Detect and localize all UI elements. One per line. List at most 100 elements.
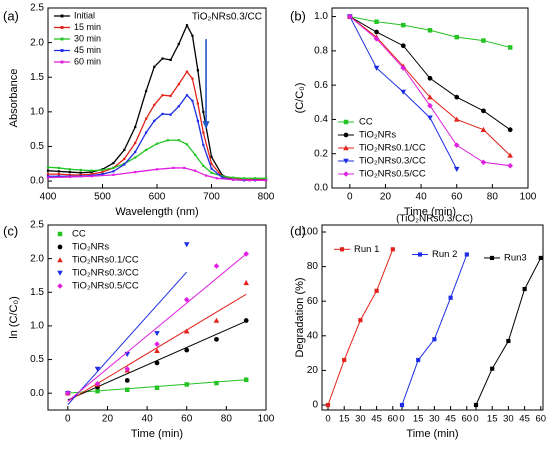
data-point (94, 380, 101, 387)
legend-label: TiO₂NRs0.1/CC (359, 143, 426, 154)
data-point (464, 252, 469, 257)
data-point (202, 110, 205, 113)
legend-label: Initial (74, 10, 95, 20)
data-point (177, 105, 180, 108)
legend-marker (339, 247, 345, 252)
data-point (243, 377, 249, 382)
legend-marker (343, 171, 349, 177)
y-axis-label: Degradation (%) (294, 277, 306, 357)
data-point (507, 127, 513, 133)
data-point (154, 360, 160, 366)
y-tick-label: 0.0 (30, 388, 44, 399)
data-point (401, 22, 406, 28)
legend-label: TiO₂NRs0.3/CC (72, 268, 139, 279)
data-point (79, 173, 82, 176)
legend-marker (60, 14, 64, 18)
legend-marker (60, 49, 64, 52)
chart-panel-a: (a) 400 500 600 700 800 0.0 0.5 1.0 1.5 2.0 2.5 Wave… (3, 3, 275, 218)
data-point (213, 263, 220, 269)
data-point (522, 287, 527, 292)
data-point (46, 176, 50, 179)
data-point (169, 113, 172, 116)
data-point (221, 175, 224, 178)
panel-label: (c) (3, 223, 18, 238)
data-point (153, 119, 156, 122)
annotation: (TiO₂NRs0.3/CC) (396, 214, 473, 225)
x-tick-label: 100 (520, 192, 537, 203)
data-point (144, 89, 148, 93)
data-point (169, 94, 172, 98)
data-point (68, 175, 71, 179)
x-tick-label: 45 (371, 414, 382, 425)
data-point (243, 251, 249, 257)
data-point (79, 168, 82, 172)
data-point (134, 170, 137, 174)
data-point (183, 296, 190, 303)
legend-label: Run3 (504, 252, 527, 263)
data-point (155, 142, 159, 145)
x-axis-label: Time (min) (404, 206, 456, 218)
data-point (390, 247, 395, 252)
data-point (453, 116, 460, 122)
data-point (177, 83, 180, 86)
data-point (134, 141, 137, 145)
data-point (191, 99, 194, 102)
data-point (101, 168, 104, 172)
legend-label: 15 min (74, 22, 101, 32)
x-tick-label: 15 (339, 414, 350, 425)
x-tick-label: 60 (388, 414, 399, 425)
legend-marker (60, 37, 64, 41)
data-point (46, 166, 50, 169)
data-point (184, 347, 190, 353)
data-point (481, 108, 486, 114)
data-point (46, 173, 50, 176)
data-point (373, 36, 380, 42)
data-point (177, 42, 180, 46)
data-point (68, 173, 71, 176)
data-point (400, 65, 407, 71)
data-point (134, 156, 137, 159)
data-point (169, 58, 172, 62)
data-point (453, 166, 460, 172)
legend-marker (57, 244, 63, 250)
data-point (448, 295, 453, 300)
legend-marker (60, 60, 64, 64)
legend-marker (343, 132, 349, 138)
data-point (112, 170, 115, 173)
series-60-min (46, 166, 268, 182)
y-tick-label: 1.5 (30, 287, 44, 298)
fit-line (67, 253, 247, 402)
x-tick-label: 400 (40, 192, 57, 203)
data-point (427, 28, 433, 33)
x-tick-label: 30 (429, 414, 440, 425)
legend-marker (57, 283, 63, 289)
x-tick-label: 600 (149, 192, 166, 203)
data-point (112, 173, 115, 176)
data-point (191, 77, 194, 80)
series-line (401, 254, 468, 406)
series-4 (347, 13, 513, 169)
data-point (490, 366, 495, 371)
data-point (374, 288, 379, 293)
legend: CC TiO₂NRs TiO₂NRs0.1/CC TiO₂NRs0.3/CC TiO₂N… (338, 117, 426, 180)
data-point (374, 19, 379, 24)
data-point (194, 169, 197, 172)
data-point (172, 166, 175, 170)
legend-label: Run 2 (432, 249, 457, 260)
data-point (57, 175, 61, 178)
data-point (400, 43, 406, 49)
x-tick-label: 60 (181, 414, 193, 425)
data-point (507, 152, 513, 158)
data-point (210, 162, 213, 165)
y-tick-label: 2.0 (30, 37, 44, 48)
data-point (507, 162, 513, 169)
data-point (101, 170, 104, 174)
x-tick-label: 0 (325, 414, 330, 425)
legend-marker (57, 257, 63, 263)
plot-frame (321, 224, 544, 411)
data-point (454, 94, 460, 100)
legend-marker (343, 145, 349, 151)
series-line (475, 257, 542, 406)
data-point (427, 115, 433, 121)
